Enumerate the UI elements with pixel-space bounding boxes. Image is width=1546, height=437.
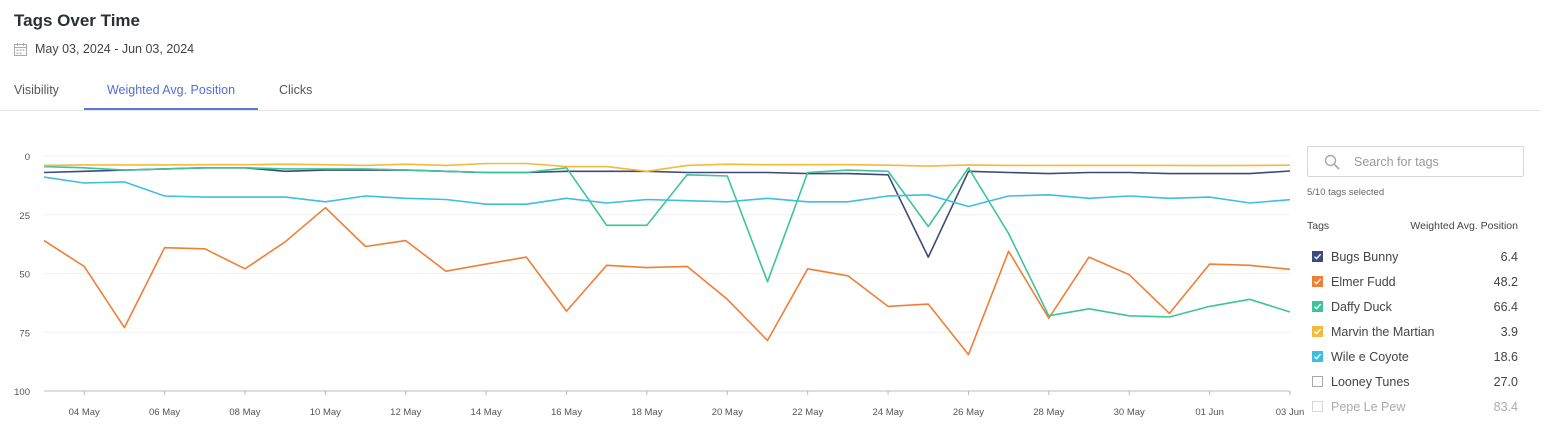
x-tick-label: 22 May	[792, 407, 823, 418]
tab-visibility[interactable]: Visibility	[14, 83, 59, 97]
tab-clicks[interactable]: Clicks	[279, 83, 313, 97]
legend-item[interactable]: Elmer Fudd 48.2	[1307, 269, 1518, 294]
y-tick-label: 75	[19, 328, 30, 339]
x-tick-label: 08 May	[229, 407, 260, 418]
legend-item-value: 3.9	[1500, 324, 1518, 339]
tab-bar: Visibility Weighted Avg. Position Clicks	[0, 72, 1540, 111]
legend-item[interactable]: Pepe Le Pew 83.4	[1307, 394, 1518, 419]
y-tick-label: 50	[19, 270, 30, 281]
x-tick-label: 06 May	[149, 407, 180, 418]
x-tick-label: 30 May	[1114, 407, 1145, 418]
legend-item-label: Looney Tunes	[1331, 374, 1410, 389]
legend-item-value: 18.6	[1493, 349, 1518, 364]
x-tick-label: 24 May	[872, 407, 903, 418]
y-tick-label: 0	[25, 152, 30, 163]
legend-list: Bugs Bunny 6.4 Elmer Fudd 48.2 Daffy Duck 66.…	[1307, 244, 1518, 419]
series-line-bugs-bunny[interactable]	[43, 166, 1291, 258]
tab-weighted-avg-position[interactable]: Weighted Avg. Position	[84, 72, 258, 110]
series-line-wile-e-coyote[interactable]	[43, 176, 1291, 208]
calendar-icon	[14, 42, 27, 56]
date-range[interactable]: May 03, 2024 - Jun 03, 2024	[14, 42, 194, 56]
legend-item[interactable]: Marvin the Martian 3.9	[1307, 319, 1518, 344]
x-tick-label: 28 May	[1033, 407, 1064, 418]
legend-item[interactable]: Looney Tunes 27.0	[1307, 369, 1518, 394]
checkbox-checked-icon[interactable]	[1312, 326, 1323, 337]
x-tick-label: 20 May	[712, 407, 743, 418]
legend-header: Tags Weighted Avg. Position	[1307, 220, 1518, 232]
tag-search[interactable]	[1307, 146, 1524, 177]
checkbox-checked-icon[interactable]	[1312, 351, 1323, 362]
line-chart: 0 25 50 75 100 04 May 06 May 08 May 10 May 12 May…	[14, 152, 1305, 418]
search-icon	[1324, 154, 1340, 169]
legend-item-label: Elmer Fudd	[1331, 274, 1396, 289]
series-line-elmer-fudd[interactable]	[43, 206, 1291, 356]
legend-item[interactable]: Bugs Bunny 6.4	[1307, 244, 1518, 269]
legend-item-label: Bugs Bunny	[1331, 249, 1399, 264]
legend-item-label: Marvin the Martian	[1331, 324, 1435, 339]
page-title: Tags Over Time	[14, 11, 140, 30]
legend-item[interactable]: Wile e Coyote 18.6	[1307, 344, 1518, 369]
y-tick-label: 100	[14, 387, 30, 398]
x-tick-label: 12 May	[390, 407, 421, 418]
legend-item-label: Pepe Le Pew	[1331, 399, 1406, 414]
legend-item-label: Wile e Coyote	[1331, 349, 1409, 364]
legend-item-value: 66.4	[1493, 299, 1518, 314]
checkbox-checked-icon[interactable]	[1312, 301, 1323, 312]
checkbox-icon[interactable]	[1312, 376, 1323, 387]
search-input[interactable]	[1352, 153, 1516, 170]
x-tick-label: 18 May	[631, 407, 662, 418]
legend-item[interactable]: Daffy Duck 66.4	[1307, 294, 1518, 319]
checkbox-checked-icon[interactable]	[1312, 276, 1323, 287]
x-tick-label: 04 May	[69, 407, 100, 418]
y-tick-label: 25	[19, 211, 30, 222]
series-line-marvin-the-martian[interactable]	[43, 162, 1291, 173]
x-tick-label: 01 Jun	[1195, 407, 1224, 418]
legend-col-metric: Weighted Avg. Position	[1410, 220, 1518, 232]
checkbox-checked-icon[interactable]	[1312, 251, 1323, 262]
series-line-daffy-duck[interactable]	[43, 165, 1291, 318]
x-tick-label: 03 Jun	[1276, 407, 1305, 418]
x-tick-label: 26 May	[953, 407, 984, 418]
x-tick-label: 10 May	[310, 407, 341, 418]
x-tick-label: 14 May	[471, 407, 502, 418]
selected-count: 5/10 tags selected	[1307, 187, 1385, 198]
legend-item-value: 27.0	[1493, 374, 1518, 389]
legend-item-value: 6.4	[1500, 249, 1518, 264]
date-range-label: May 03, 2024 - Jun 03, 2024	[35, 42, 195, 56]
x-tick-label: 16 May	[551, 407, 582, 418]
legend-item-value: 48.2	[1493, 274, 1518, 289]
legend-item-value: 83.4	[1493, 399, 1518, 414]
legend-col-tags: Tags	[1307, 220, 1330, 232]
legend-item-label: Daffy Duck	[1331, 299, 1392, 314]
checkbox-icon[interactable]	[1312, 401, 1323, 412]
